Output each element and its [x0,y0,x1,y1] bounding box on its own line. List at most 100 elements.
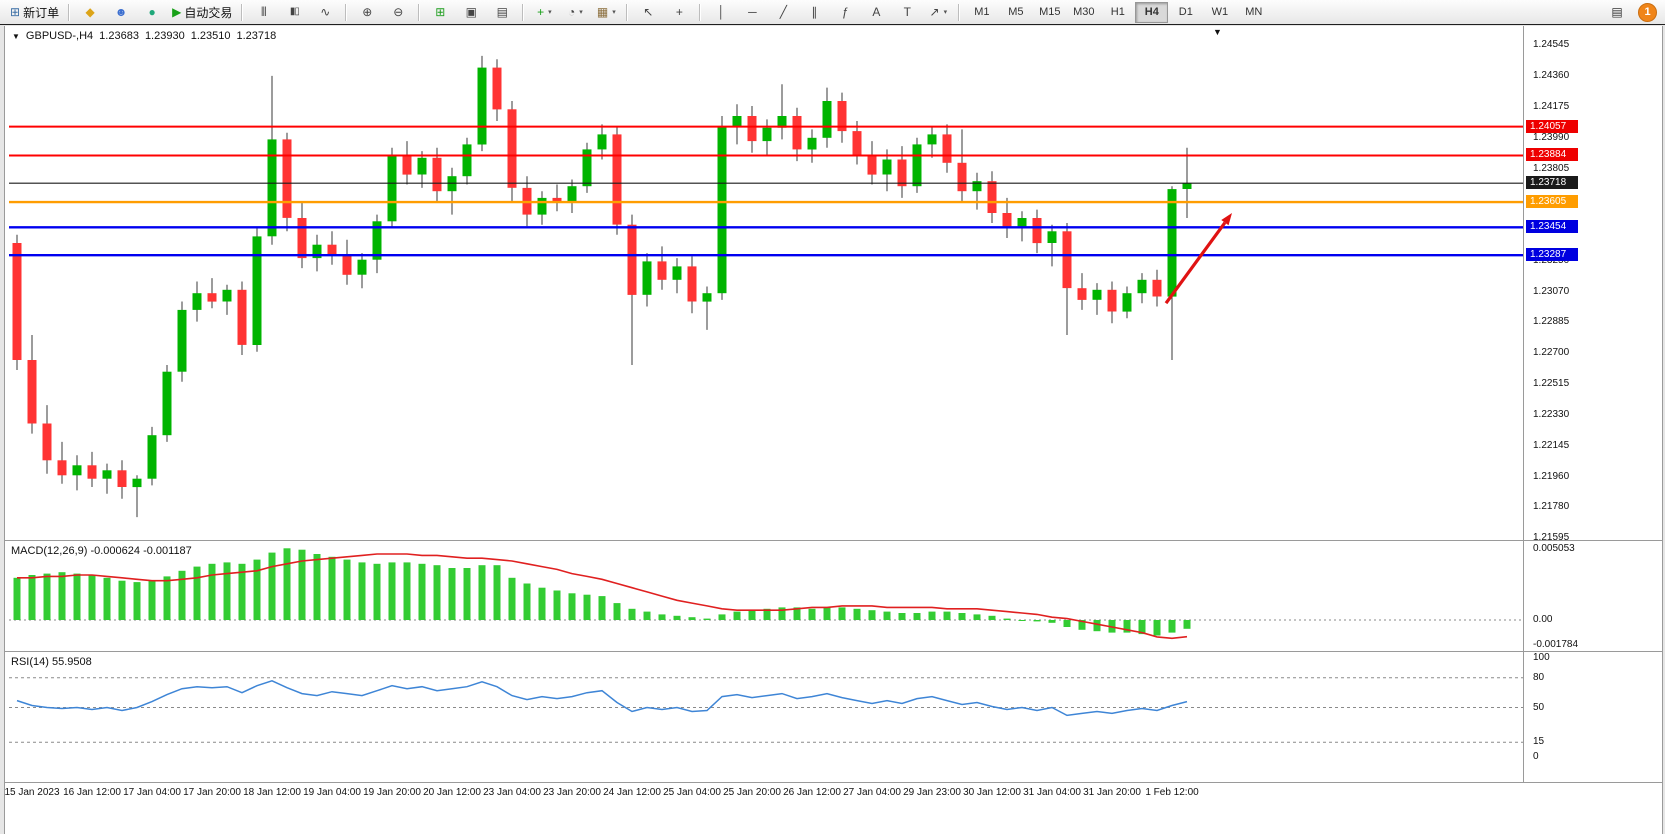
macd-bar [208,563,216,620]
macd-panel-canvas[interactable] [5,541,1523,651]
new-order-button[interactable]: ⊞ 新订单 [6,1,63,23]
candle-body [282,139,292,218]
price-tick-label: 1.23805 [1533,163,1570,174]
bars-chart-button[interactable]: ||| [248,1,278,23]
macd-bar [73,573,81,620]
zoom-in-button[interactable]: ⊕ [352,1,382,23]
chart-window[interactable]: ▼ GBPUSD-,H4 1.23683 1.23930 1.23510 1.2… [4,26,1663,834]
candle-body [462,144,472,177]
community-button[interactable]: ● [137,1,167,23]
cursor-button[interactable]: ↖ [633,1,663,23]
cascade-windows-icon: ▣ [465,5,477,19]
price-scale[interactable]: 1.24545 1.24360 1.24175 1.23990 1.23805 1.236… [1524,26,1662,782]
one-click-trading-toggle[interactable]: ▼ [12,31,20,41]
macd-bar [418,563,426,620]
panel-separator-rsi[interactable] [5,651,1662,652]
macd-bar [1063,620,1071,627]
label-button[interactable]: T [892,1,922,23]
candlestick-chart-button[interactable]: ▮▯ [279,1,309,23]
price-tick-label: 1.21595 [1533,532,1570,543]
candle-body [792,116,802,150]
macd-bar [223,562,231,620]
tf-button-D1[interactable]: D1 [1178,6,1193,18]
macd-bar [253,559,261,620]
macd-bar [1048,620,1056,623]
cascade-windows-button[interactable]: ▣ [456,1,486,23]
tf-button-M5[interactable]: M5 [1008,6,1024,18]
zoom-out-button[interactable]: ⊖ [383,1,413,23]
channel-button[interactable]: ∥ [799,1,829,23]
candle-body [492,67,502,110]
chart-title: ▼ GBPUSD-,H4 1.23683 1.23930 1.23510 1.2… [12,30,276,42]
trendline-button[interactable]: ╱ [768,1,798,23]
indicators-icon: + [537,5,545,19]
main-chart-canvas[interactable] [5,26,1523,540]
tf-button-MN[interactable]: MN [1245,6,1263,18]
text-button[interactable]: A [861,1,891,23]
tf-button-M1[interactable]: M1 [974,6,990,18]
tf-button-H4[interactable]: H4 [1135,1,1169,23]
toolbar: ⊞ 新订单 ◆ ☻ ● ▶ 自动交易 ||| ▮▯ ∿ ⊕ ⊖ ⊞ ▣ ▤ + ▾ ◔ ▾ ▦ ▾ ↖ + │ ─ ╱ ∥ ƒ A T ↗ ▾… [0,0,1665,25]
rsi-indicator-label: RSI(14) 55.9508 [11,656,92,668]
hline-price-label: 1.23454 [1526,220,1578,233]
templates-button[interactable]: ▦ ▾ [591,1,621,23]
panel-separator-macd[interactable] [5,540,1662,541]
macd-bar [148,580,156,620]
macd-bar [133,582,141,620]
candle-body [297,218,307,259]
time-tick-label: 18 Jan 12:00 [243,787,301,798]
candle-body [387,154,397,222]
navigator-button[interactable]: ☻ [106,1,136,23]
fibonacci-button[interactable]: ƒ [830,1,860,23]
autotrade-button[interactable]: ▶ 自动交易 [168,1,236,23]
candle-body [657,261,667,280]
time-tick-label: 17 Jan 20:00 [183,787,241,798]
notifications-badge[interactable]: 1 [1638,2,1657,22]
panels-button[interactable]: ▤ [1602,1,1632,23]
macd-tick-label: 0.005053 [1533,543,1575,554]
macd-bar [838,607,846,620]
candle-body [852,131,862,155]
price-tick-label: 1.21780 [1533,501,1570,512]
macd-bar [13,577,21,620]
arrows-icon: ↗ [929,5,940,19]
candle-body [162,371,172,436]
horizontal-line-button[interactable]: ─ [737,1,767,23]
candle-body [252,236,262,345]
candle-body [357,259,367,275]
chart-shift-marker-icon[interactable]: ▼ [1213,27,1222,37]
candle-body [717,126,727,294]
vertical-line-button[interactable]: │ [706,1,736,23]
time-tick-label: 29 Jan 23:00 [903,787,961,798]
vertical-line-icon: │ [717,5,726,19]
toolbar-separator [626,3,629,21]
toolbar-group: ⊞ 新订单 [4,1,65,23]
tile-windows-button[interactable]: ⊞ [425,1,455,23]
time-scale[interactable]: 15 Jan 2023 16 Jan 12:00 17 Jan 04:00 17 Ja… [5,783,1662,803]
tf-button-M15[interactable]: M15 [1039,6,1061,18]
tf-button-W1[interactable]: W1 [1211,6,1229,18]
dropdown-arrow-icon: ▾ [548,9,552,16]
toolbar-group: │ ─ ╱ ∥ ƒ A T ↗ ▾ [704,1,955,23]
tf-button-M30[interactable]: M30 [1073,6,1095,18]
macd-bar [703,618,711,620]
candle-body [957,162,967,192]
crosshair-button[interactable]: + [664,1,694,23]
chart-window-button[interactable]: ◆ [75,1,105,23]
macd-indicator-label: MACD(12,26,9) -0.000624 -0.001187 [11,545,192,557]
hline-price-label: 1.23605 [1526,195,1578,208]
line-chart-button[interactable]: ∿ [310,1,340,23]
time-tick-label: 20 Jan 12:00 [423,787,481,798]
macd-bar [1003,618,1011,620]
rsi-panel-canvas[interactable] [5,652,1523,763]
cursor-icon: ↖ [643,5,654,19]
arrange-windows-button[interactable]: ▤ [487,1,517,23]
candle-body [1062,231,1072,289]
indicators-button[interactable]: + ▾ [529,1,559,23]
periods-button[interactable]: ◔ ▾ [560,1,590,23]
macd-bar [868,610,876,620]
trend-arrow[interactable] [1164,221,1227,305]
tf-button-H1[interactable]: H1 [1110,6,1125,18]
candle-body [912,144,922,187]
arrows-button[interactable]: ↗ ▾ [923,1,953,23]
